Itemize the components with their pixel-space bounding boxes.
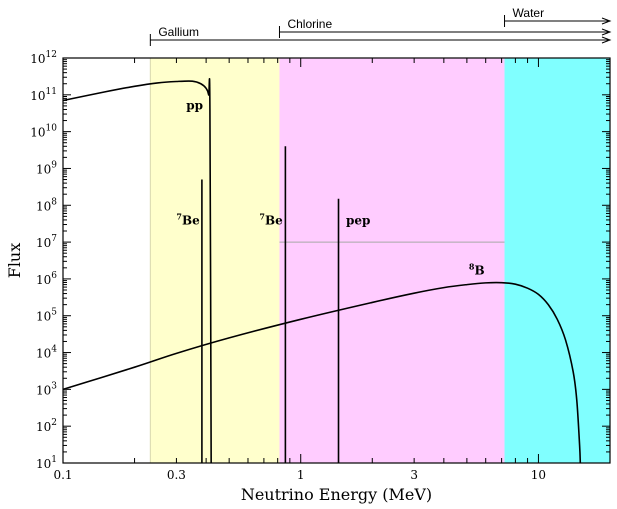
x-tick-label: 0.1 — [53, 468, 72, 482]
y-tick-label: 1011 — [30, 87, 57, 103]
flux-series — [62, 78, 582, 464]
y-tick-label: 106 — [36, 271, 57, 287]
region-chlorine — [279, 58, 505, 463]
y-tick-label: 108 — [36, 197, 57, 213]
y-tick-label: 107 — [36, 234, 57, 250]
region-water — [504, 58, 610, 463]
annotation-b8: 8B — [469, 262, 485, 278]
arrowhead-water — [601, 17, 612, 25]
annotation-pp: pp — [186, 98, 203, 112]
x-tick-label: 10 — [531, 468, 546, 482]
x-tick-label: 3 — [410, 468, 418, 482]
y-tick-label: 102 — [36, 418, 57, 434]
y-tick-label: 1012 — [30, 50, 57, 66]
y-tick-label: 109 — [36, 160, 57, 176]
x-tick-label: 1 — [297, 468, 305, 482]
y-tick-label: 103 — [36, 381, 57, 397]
y-tick-label: 105 — [36, 308, 57, 324]
series-8b-curve — [62, 281, 582, 464]
detector-label-water: Water — [513, 6, 545, 20]
detector-threshold-arrows: Gallium Chlorine Water — [149, 6, 612, 46]
y-tick-label: 101 — [36, 455, 57, 471]
arrowhead-gallium — [601, 36, 612, 44]
annotation-be7-1: 7Be — [176, 212, 200, 228]
plot-frame — [62, 57, 611, 464]
detector-label-gallium: Gallium — [158, 25, 199, 39]
annotation-be7-2: 7Be — [259, 212, 283, 228]
detector-label-chlorine: Chlorine — [287, 17, 332, 31]
y-axis-title: Flux — [5, 243, 24, 279]
x-axis-title: Neutrino Energy (MeV) — [241, 485, 432, 504]
y-tick-label: 1010 — [30, 124, 57, 140]
axis-ticks: 1011021031041051061071081091010101110120… — [30, 50, 611, 482]
detector-regions — [150, 58, 610, 463]
region-gallium — [150, 58, 280, 463]
y-tick-label: 104 — [36, 345, 57, 361]
annotation-pep: pep — [346, 214, 370, 228]
spectrum-annotations: pp 7Be 7Be pep 8B — [176, 98, 484, 277]
x-tick-label: 0.3 — [167, 468, 186, 482]
series-pp-curve — [62, 78, 212, 464]
arrowhead-chlorine — [601, 28, 612, 36]
reference-lines — [149, 58, 505, 463]
